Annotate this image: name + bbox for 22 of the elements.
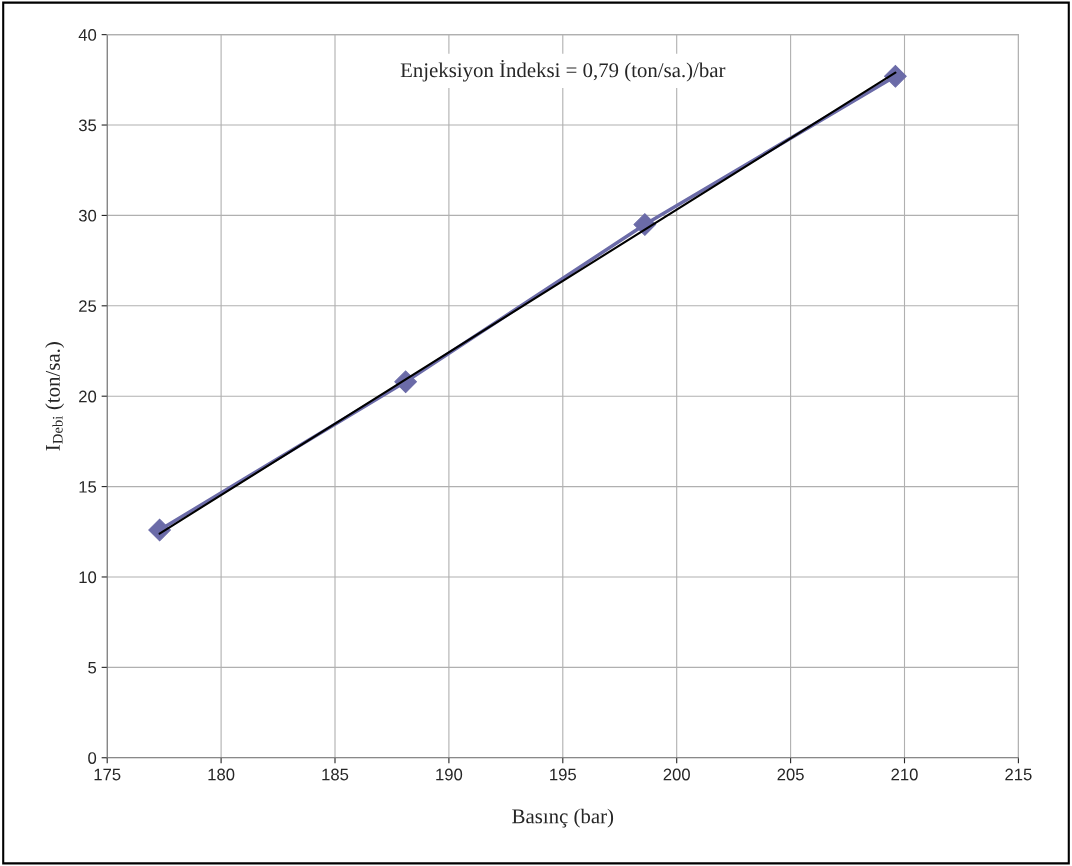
x-axis-title: Basınç (bar) [512, 808, 614, 828]
x-tick-label: 215 [1005, 768, 1032, 781]
x-tick-label: 195 [550, 768, 577, 781]
y-tick-label: 15 [79, 481, 97, 493]
x-tick-label: 185 [322, 768, 349, 781]
y-tick-label: 5 [88, 661, 97, 674]
y-tick-label: 0 [88, 752, 97, 764]
point [884, 64, 907, 88]
x-tick-label: 205 [777, 768, 804, 781]
annotation: Enjeksiyon İndeksi = 0,79 (ton/sa.)/bar [400, 59, 726, 82]
y-tick-label: 40 [78, 29, 97, 41]
y-tick-label: 25 [79, 300, 97, 313]
x-tick-label: 200 [663, 768, 690, 781]
y-tick-label: 30 [78, 209, 97, 222]
x-tick-label: 180 [208, 768, 235, 781]
x-tick-label: 210 [891, 768, 918, 781]
x-tick-label: 175 [94, 768, 121, 781]
x-tick-label: 190 [436, 768, 463, 781]
y-tick-label: 10 [79, 571, 97, 584]
y-tick-label: 20 [79, 390, 97, 403]
y-axis-title: I$_{Debi}$ (ton/sa.) [45, 342, 65, 451]
y-tick-label: 35 [78, 119, 97, 132]
